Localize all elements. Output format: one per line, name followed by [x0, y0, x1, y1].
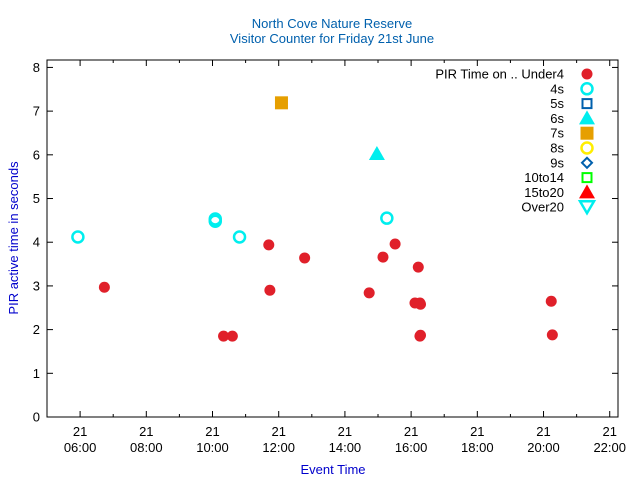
x-axis-label: Event Time [300, 462, 365, 477]
legend: PIR Time on .. Under44s5s6s7s8s9s10to141… [435, 67, 597, 216]
data-points [71, 96, 558, 342]
legend-marker-icon [581, 98, 593, 110]
y-tick-label: 8 [33, 60, 40, 75]
legend-label: 15to20 [524, 185, 564, 200]
y-tick-label: 6 [33, 147, 40, 162]
legend-label: 10to14 [524, 170, 564, 185]
y-tick-label: 5 [33, 191, 40, 206]
data-point [263, 239, 275, 251]
y-axis: 0 1 2 3 4 5 6 7 8 [33, 60, 618, 425]
x-tick-day: 21 [139, 424, 153, 439]
data-point [389, 238, 401, 250]
x-tick-day: 21 [602, 424, 616, 439]
x-tick-time: 18:00 [461, 440, 494, 455]
y-axis-label: PIR active time in seconds [6, 161, 21, 315]
legend-marker-icon [579, 110, 595, 125]
y-tick-label: 0 [33, 410, 40, 425]
legend-marker-icon [580, 156, 594, 170]
legend-label: 8s [550, 141, 564, 156]
x-tick-day: 21 [536, 424, 550, 439]
legend-marker-icon [581, 68, 593, 80]
data-point [545, 295, 557, 307]
x-tick-day: 21 [404, 424, 418, 439]
x-tick-day: 21 [470, 424, 484, 439]
data-point [377, 251, 389, 263]
x-tick-time: 22:00 [593, 440, 626, 455]
legend-label: 4s [550, 81, 564, 96]
data-point [71, 230, 85, 244]
data-point [299, 252, 311, 264]
data-point [363, 287, 375, 299]
x-tick-time: 10:00 [196, 440, 229, 455]
data-point [264, 284, 276, 296]
x-tick-day: 21 [73, 424, 87, 439]
legend-label: 9s [550, 155, 564, 170]
x-tick-day: 21 [271, 424, 285, 439]
data-point [226, 330, 238, 342]
x-tick-time: 08:00 [130, 440, 163, 455]
x-tick-day: 21 [205, 424, 219, 439]
data-point [274, 96, 288, 110]
data-point [414, 298, 426, 310]
y-tick-label: 7 [33, 104, 40, 119]
x-tick-time: 06:00 [64, 440, 97, 455]
x-tick-time: 20:00 [527, 440, 560, 455]
legend-marker-icon [580, 141, 594, 155]
x-axis: 2106:002108:002110:002112:002114:002116:… [64, 60, 626, 455]
legend-marker-icon [580, 82, 594, 96]
legend-label: Over20 [521, 200, 564, 215]
data-point [368, 145, 385, 160]
legend-marker-icon [580, 126, 594, 140]
data-point [232, 230, 247, 244]
data-point [218, 330, 230, 342]
data-point [380, 211, 394, 225]
y-tick-label: 3 [33, 278, 40, 293]
y-tick-label: 1 [33, 366, 40, 381]
chart-title: North Cove Nature Reserve [252, 16, 412, 31]
data-point [208, 214, 223, 228]
x-tick-time: 14:00 [329, 440, 362, 455]
legend-marker-icon [579, 184, 595, 199]
legend-label: 6s [550, 111, 564, 126]
y-tick-label: 2 [33, 322, 40, 337]
legend-marker-icon [581, 172, 593, 184]
data-point [414, 329, 426, 341]
x-tick-day: 21 [338, 424, 352, 439]
legend-label: 7s [550, 126, 564, 141]
data-point [98, 281, 110, 293]
x-tick-time: 12:00 [262, 440, 295, 455]
data-point [546, 329, 558, 341]
legend-label: 5s [550, 96, 564, 111]
chart-subtitle: Visitor Counter for Friday 21st June [230, 31, 434, 46]
data-point [412, 261, 424, 273]
x-tick-time: 16:00 [395, 440, 428, 455]
legend-marker-icon [577, 199, 597, 216]
legend-label: PIR Time on .. Under4 [435, 67, 564, 82]
plot-border [46, 59, 619, 418]
y-tick-label: 4 [33, 235, 40, 250]
